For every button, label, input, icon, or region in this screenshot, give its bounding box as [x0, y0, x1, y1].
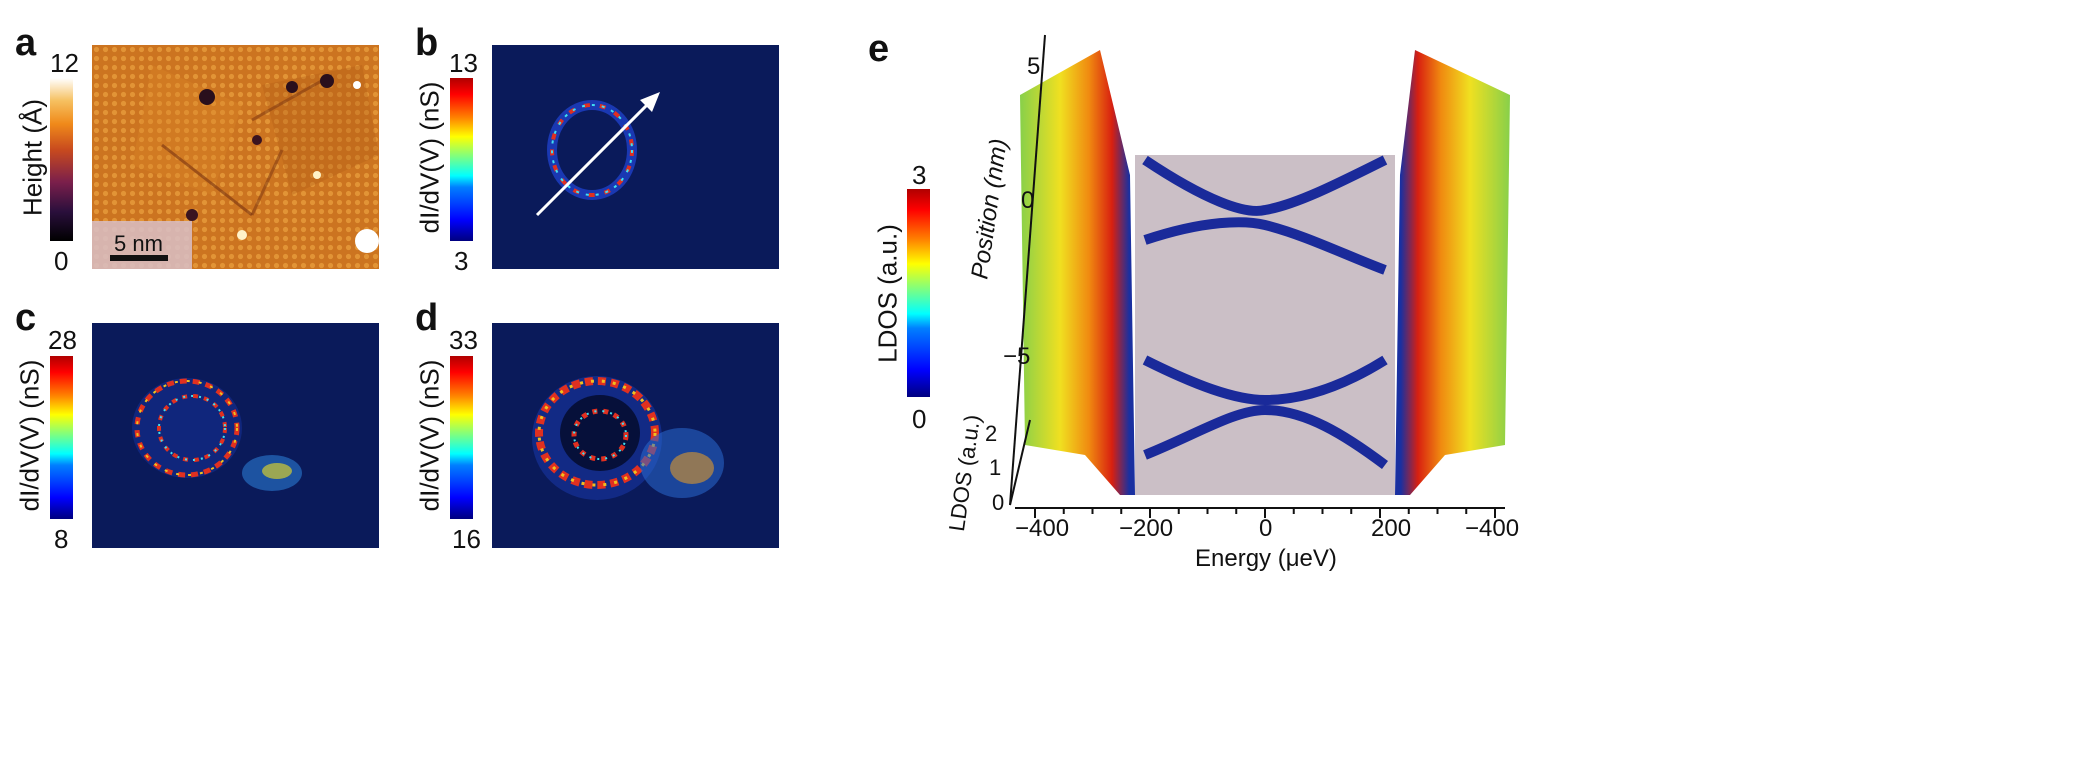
- position-axis: [1009, 34, 1046, 506]
- panel-letter-b: b: [415, 22, 439, 64]
- colorbar-e-min: 0: [912, 404, 927, 434]
- colorbar-b-max: 13: [449, 48, 478, 78]
- colorbar-c-max: 28: [48, 325, 77, 355]
- colorbar-a-max: 12: [50, 48, 79, 78]
- colorbar-b: [450, 78, 473, 241]
- scalebar-label: 5 nm: [114, 231, 163, 256]
- left-coherence-ridge: [1020, 50, 1135, 495]
- topography-image: 5 nm: [92, 45, 379, 269]
- ldos-axis: [1009, 419, 1031, 506]
- panel-letter-a: a: [15, 22, 37, 64]
- colorbar-a-label: Height (Å): [17, 98, 48, 217]
- e-ztick-0: 2: [985, 421, 998, 446]
- colorbar-d-min: 16: [452, 524, 481, 554]
- colorbar-a: [50, 78, 73, 241]
- colorbar-b-label: dI/dV(V) (nS): [414, 81, 445, 234]
- e-ytick-2: −5: [1003, 343, 1031, 370]
- e-ytick-0: 5: [1027, 53, 1041, 80]
- in-gap-state-3: [1142, 355, 1388, 406]
- in-gap-state-2: [1143, 217, 1387, 275]
- e-xtick-1: −200: [1119, 515, 1174, 542]
- e-xtick-2: 0: [1259, 515, 1273, 542]
- e-ztick-1: 1: [989, 455, 1002, 480]
- conductance-map-d: [492, 323, 779, 548]
- colorbar-b-min: 3: [454, 246, 469, 276]
- e-xtick-4: −400: [1465, 515, 1520, 542]
- colorbar-d-max: 33: [449, 325, 478, 355]
- e-ytick-1: 0: [1021, 187, 1035, 214]
- panel-letter-e: e: [868, 28, 890, 70]
- panel-letter-c: c: [15, 297, 37, 339]
- colorbar-c-label: dI/dV(V) (nS): [14, 359, 45, 512]
- panel-letter-d: d: [415, 297, 439, 339]
- colorbar-c-min: 8: [54, 524, 69, 554]
- conductance-map-b: [492, 45, 779, 269]
- colorbar-e-max: 3: [912, 160, 927, 190]
- ldos-surface-plot: 5 0 −5 2 1 0 −400 −200 0 200 −400 Energy…: [944, 25, 1525, 572]
- in-gap-state-1: [1142, 155, 1388, 216]
- colorbar-c: [50, 356, 73, 519]
- right-coherence-ridge: [1395, 50, 1510, 495]
- in-gap-state-4: [1143, 404, 1388, 470]
- colorbar-a-min: 0: [54, 246, 69, 276]
- conductance-map-c: [92, 323, 379, 548]
- e-ztick-2: 0: [992, 490, 1005, 515]
- e-xtick-3: 200: [1371, 515, 1412, 542]
- colorbar-d: [450, 356, 473, 519]
- e-xlabel: Energy (μeV): [1195, 545, 1337, 572]
- colorbar-d-label: dI/dV(V) (nS): [414, 359, 445, 512]
- e-xtick-0: −400: [1015, 515, 1070, 542]
- colorbar-e-label: LDOS (a.u.): [872, 224, 903, 363]
- colorbar-e: [907, 189, 930, 397]
